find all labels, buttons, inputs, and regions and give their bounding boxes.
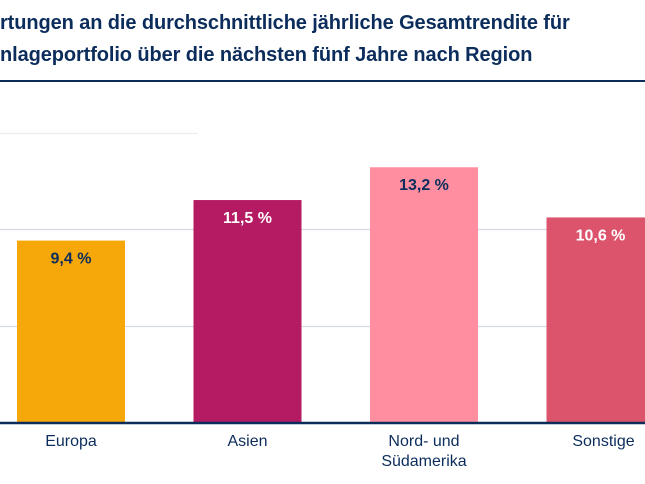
x-tick-label: Asien: [227, 433, 267, 450]
data-label: 13,2 %: [399, 177, 449, 194]
bar-asien: [193, 200, 302, 422]
data-label: 9,4 %: [51, 251, 92, 268]
bar-sonstige: [546, 217, 645, 422]
bar-europa: [17, 240, 125, 422]
data-label: 10,6 %: [576, 227, 626, 244]
chart-title-line-2: nlageportfolio über die nächsten fünf Ja…: [0, 44, 533, 66]
x-tick-label: Sonstige: [572, 433, 634, 450]
category-labels: Europa Asien Nord- und Südamerika Sonstige: [45, 433, 635, 470]
data-label: 11,5 %: [223, 210, 272, 227]
bar-nord-und-südamerika: [370, 167, 478, 422]
title-divider: [0, 80, 645, 82]
chart-title: rtungen an die durchschnittliche jährlic…: [0, 7, 645, 71]
bars: 9,4 % 11,5 % 13,2 % 10,6 %: [17, 167, 645, 422]
x-tick-label: Südamerika: [381, 453, 466, 470]
chart-title-line-1: rtungen an die durchschnittliche jährlic…: [0, 12, 570, 34]
x-tick-label: Nord- und: [388, 433, 459, 450]
x-tick-label: Europa: [45, 433, 97, 450]
